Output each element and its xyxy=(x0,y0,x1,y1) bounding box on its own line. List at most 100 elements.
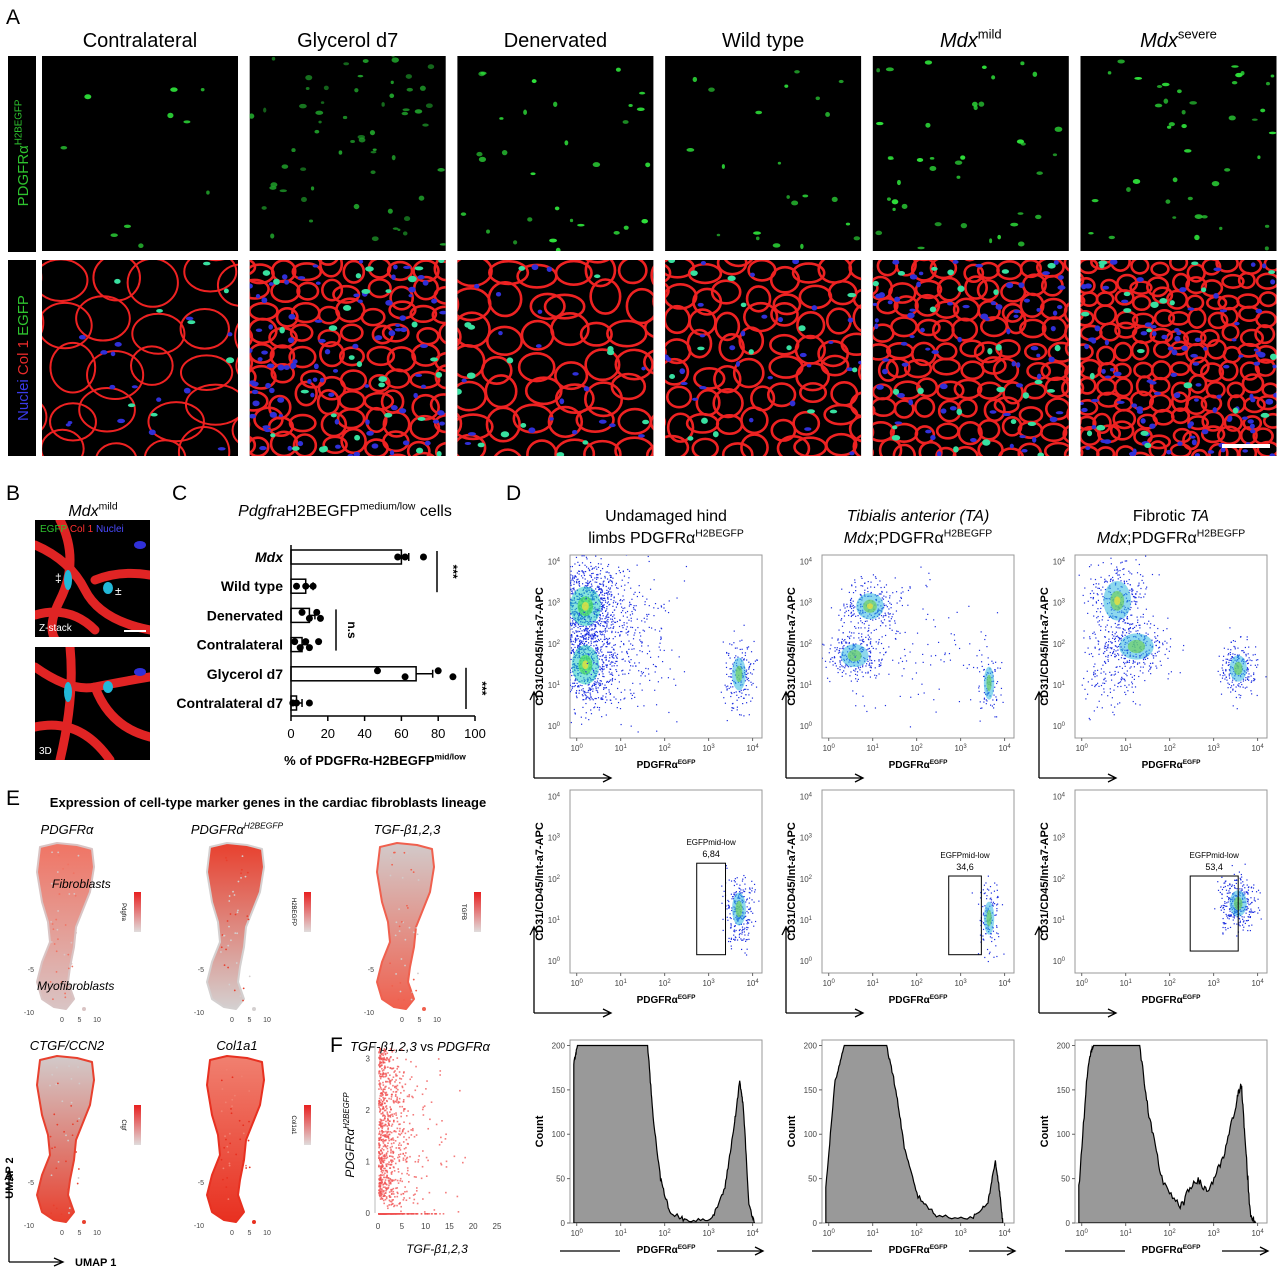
fiber-outline xyxy=(686,328,713,359)
event xyxy=(611,680,613,682)
egfp-cell xyxy=(1269,353,1277,360)
event xyxy=(828,652,830,654)
event xyxy=(595,555,597,557)
event xyxy=(610,576,612,578)
text-segment: EGFP xyxy=(930,759,948,766)
micrograph-signal xyxy=(460,67,651,251)
nucleus xyxy=(266,363,275,369)
event xyxy=(986,646,988,648)
event xyxy=(558,675,559,676)
event xyxy=(565,595,566,596)
event xyxy=(920,566,922,568)
tick-exp: 3 xyxy=(809,834,813,840)
event xyxy=(889,624,891,626)
event xyxy=(564,635,565,636)
fiber-outline xyxy=(1080,309,1095,327)
event xyxy=(576,579,578,581)
event xyxy=(604,631,607,633)
event xyxy=(600,698,602,700)
event xyxy=(663,649,665,652)
fiber-outline xyxy=(848,260,862,281)
x-tick-label: 104 xyxy=(746,744,759,753)
event xyxy=(636,618,638,620)
density-max xyxy=(866,603,874,610)
nucleus xyxy=(847,317,854,323)
event xyxy=(749,892,751,894)
event xyxy=(585,640,587,643)
event xyxy=(745,688,747,690)
nucleus xyxy=(1128,451,1137,456)
event xyxy=(581,684,583,687)
event xyxy=(604,638,606,640)
event xyxy=(734,881,736,883)
event xyxy=(1130,606,1132,609)
fiber-outline xyxy=(291,262,323,282)
event xyxy=(748,938,750,940)
event xyxy=(741,648,743,650)
fiber-outline xyxy=(772,293,802,316)
axis-arrow xyxy=(560,1246,765,1256)
event xyxy=(576,581,578,583)
event xyxy=(869,676,872,678)
fiber-outline xyxy=(718,333,745,363)
event xyxy=(859,666,862,668)
event xyxy=(587,580,589,582)
fiber-outline xyxy=(1080,294,1086,308)
fiber-outline xyxy=(433,285,446,305)
bar xyxy=(290,666,417,682)
event xyxy=(593,634,595,636)
event xyxy=(609,574,611,576)
egfp-nucleus xyxy=(645,162,651,168)
event xyxy=(605,714,607,716)
event xyxy=(992,903,994,905)
event xyxy=(596,663,598,665)
event xyxy=(588,630,591,632)
fiber-outline xyxy=(614,348,654,381)
event xyxy=(583,642,586,645)
column-header: Denervated xyxy=(504,30,607,52)
event xyxy=(604,577,606,579)
nucleus xyxy=(1021,448,1028,453)
event xyxy=(593,707,595,709)
y-tick-label: 100 xyxy=(800,722,813,731)
event xyxy=(868,655,870,657)
micrograph-signal xyxy=(249,56,446,246)
fiber-outline xyxy=(95,442,137,456)
event xyxy=(603,668,605,670)
event xyxy=(553,594,554,595)
egfp-nucleus xyxy=(439,243,446,246)
event xyxy=(841,588,843,590)
event xyxy=(585,625,587,628)
event xyxy=(612,674,614,676)
tick-exp: 3 xyxy=(963,1229,967,1235)
egfp-cell xyxy=(1268,270,1275,275)
fiber-outline xyxy=(554,260,593,286)
event xyxy=(1105,626,1107,628)
x-tick-label: 100 xyxy=(823,1229,836,1238)
event xyxy=(596,608,598,610)
event xyxy=(591,589,593,592)
event xyxy=(568,614,569,615)
nucleus xyxy=(1030,346,1039,351)
event xyxy=(629,661,631,663)
event xyxy=(572,593,574,595)
event xyxy=(559,651,560,652)
fiber-outline xyxy=(1153,309,1176,328)
text-segment: PDGFRα xyxy=(889,995,931,1006)
event xyxy=(600,680,602,682)
fiber-outline xyxy=(952,445,979,456)
event xyxy=(595,640,597,643)
fiber-outline xyxy=(42,311,45,334)
event xyxy=(741,948,743,951)
nucleus xyxy=(1032,436,1037,443)
egfp-cell xyxy=(642,419,650,425)
event xyxy=(575,691,577,694)
event xyxy=(605,696,607,698)
event xyxy=(1087,600,1089,602)
fiber-outline xyxy=(1190,448,1209,456)
event xyxy=(548,610,549,611)
nucleus xyxy=(1101,368,1106,374)
fiber-outline xyxy=(554,438,596,456)
event xyxy=(568,665,569,666)
egfp-cell xyxy=(150,412,158,417)
